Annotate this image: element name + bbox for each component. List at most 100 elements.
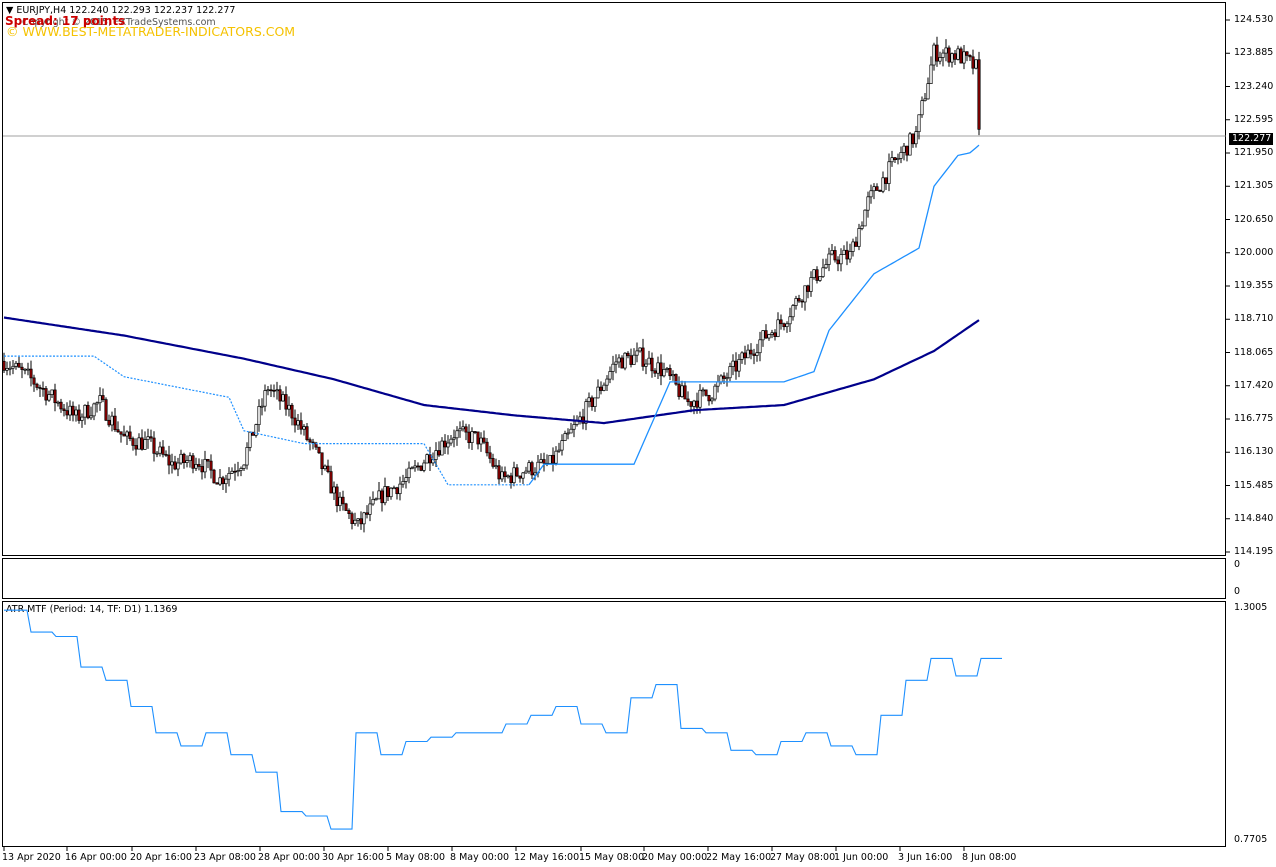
- dropdown-triangle-icon[interactable]: ▼: [6, 5, 14, 16]
- candle-body: [167, 454, 171, 466]
- candle-body: [35, 383, 39, 388]
- candle-body: [362, 512, 366, 525]
- copyright-line: Copyright © 2015, FXTradeSystems.com: [22, 17, 216, 28]
- price-axis-label: 118.710: [1234, 313, 1274, 325]
- candle-body: [446, 442, 450, 448]
- candle-body: [254, 424, 258, 436]
- candle-body: [944, 47, 948, 54]
- candle-body: [563, 433, 567, 441]
- candle-body: [197, 464, 201, 467]
- candle-body: [659, 362, 663, 377]
- candle-body: [50, 389, 54, 395]
- candle-body: [596, 386, 600, 399]
- candle-body: [791, 305, 795, 318]
- candle-body: [110, 415, 114, 426]
- candle-body: [881, 177, 885, 192]
- candle-body: [326, 465, 330, 472]
- candle-body: [824, 264, 828, 269]
- candle-body: [383, 486, 387, 504]
- candle-body: [785, 323, 789, 328]
- candle-body: [638, 347, 642, 352]
- mid-axis-label-bottom: 0: [1234, 586, 1241, 597]
- time-axis-label: 15 May 08:00: [579, 852, 645, 863]
- indicator-subwindow[interactable]: [2, 558, 1226, 599]
- candle-body: [770, 332, 774, 335]
- candle-body: [527, 462, 531, 472]
- candle-body: [32, 377, 36, 385]
- candle-body: [587, 397, 591, 402]
- candle-body: [170, 461, 174, 466]
- candle-body: [182, 453, 186, 463]
- candle-body: [518, 475, 522, 479]
- candle-body: [44, 388, 48, 401]
- candle-body: [17, 362, 21, 368]
- candle-body: [665, 368, 669, 370]
- candle-body: [683, 385, 687, 400]
- candle-body: [926, 83, 930, 100]
- candle-body: [608, 371, 612, 380]
- candle-body: [161, 446, 165, 455]
- candle-body: [488, 452, 492, 459]
- candle-body: [803, 285, 807, 303]
- candle-body: [2, 360, 6, 371]
- candle-body: [359, 518, 363, 525]
- candle-body: [188, 455, 192, 461]
- price-axis-label: 116.130: [1234, 446, 1274, 458]
- candle-body: [422, 462, 426, 471]
- candle-body: [86, 404, 90, 419]
- candle-body: [962, 51, 966, 64]
- candle-body: [311, 441, 315, 444]
- candle-body: [866, 196, 870, 211]
- candle-body: [239, 468, 243, 471]
- price-chart-pane[interactable]: [2, 2, 1226, 556]
- candle-body: [869, 190, 873, 198]
- candle-body: [68, 405, 72, 416]
- candle-body: [551, 454, 555, 464]
- candle-body: [266, 389, 270, 392]
- candle-body: [698, 389, 702, 408]
- candle-body: [443, 440, 447, 448]
- candle-body: [572, 424, 576, 430]
- time-axis-label: 5 May 08:00: [386, 852, 446, 863]
- candle-body: [203, 458, 207, 473]
- candle-body: [653, 370, 657, 374]
- candle-body: [701, 389, 705, 392]
- candle-body: [128, 431, 132, 439]
- candle-body: [278, 389, 282, 402]
- time-axis-label: 22 May 16:00: [706, 852, 772, 863]
- candle-body: [620, 357, 624, 369]
- trailing-stop-dotted: [4, 355, 529, 486]
- candle-body: [284, 394, 288, 410]
- candle-body: [245, 447, 249, 466]
- candle-body: [947, 47, 951, 63]
- time-axis-label: 13 Apr 2020: [2, 852, 61, 863]
- candle-body: [782, 323, 786, 328]
- candle-body: [566, 432, 570, 435]
- candle-body: [899, 152, 903, 159]
- candle-body: [506, 475, 510, 478]
- atr-subwindow[interactable]: [2, 601, 1226, 847]
- candle-body: [890, 157, 894, 163]
- candle-body: [122, 433, 126, 437]
- candle-body: [98, 395, 102, 404]
- candle-body: [779, 319, 783, 325]
- candle-body: [788, 316, 792, 325]
- candle-body: [560, 440, 564, 451]
- candle-body: [479, 437, 483, 445]
- time-axis-label: 16 Apr 00:00: [65, 852, 127, 863]
- candle-body: [425, 454, 429, 464]
- candle-body: [413, 465, 417, 469]
- candle-body: [176, 462, 180, 470]
- candle-body: [470, 431, 474, 443]
- candle-body: [557, 449, 561, 452]
- candle-body: [164, 453, 168, 456]
- candle-body: [737, 359, 741, 372]
- candle-body: [335, 486, 339, 507]
- candle-body: [884, 177, 888, 184]
- candle-body: [968, 55, 972, 58]
- candle-body: [797, 298, 801, 302]
- time-axis-label: 1 Jun 00:00: [834, 852, 889, 863]
- candle-body: [449, 438, 453, 444]
- candle-body: [887, 161, 891, 184]
- candle-body: [344, 503, 348, 511]
